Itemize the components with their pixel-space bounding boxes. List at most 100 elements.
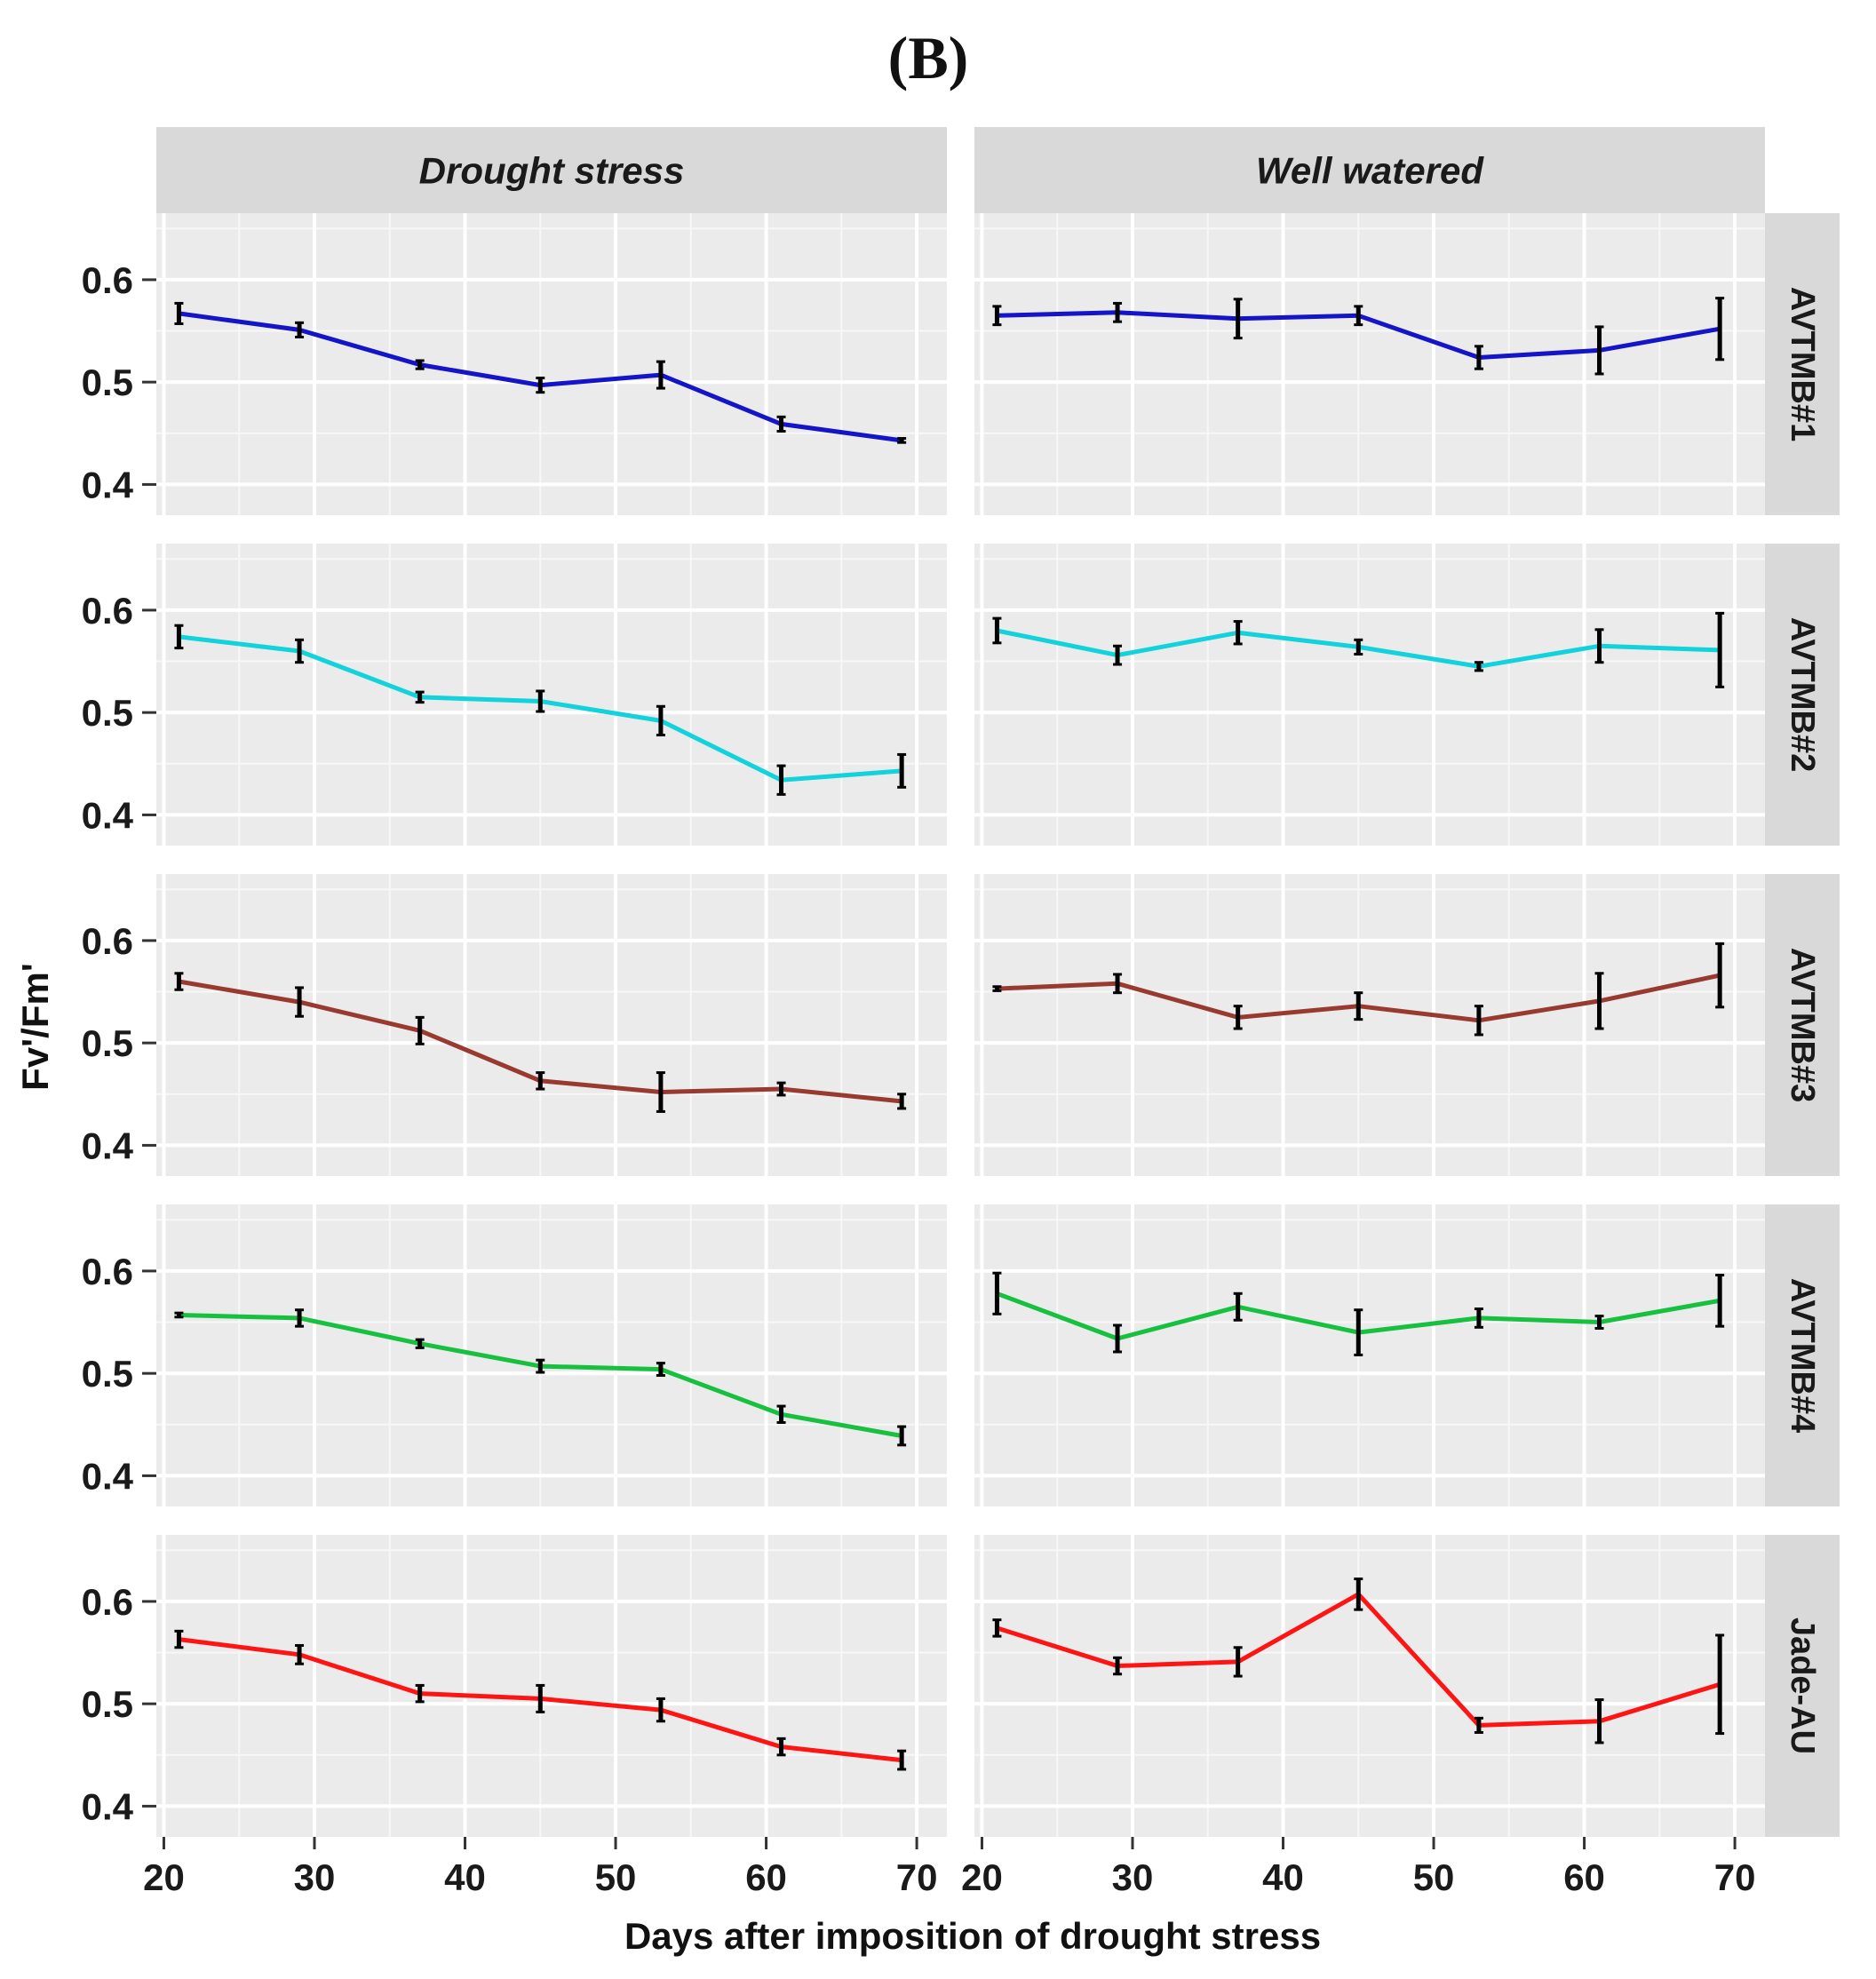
y-tick-label: 0.4: [82, 1125, 134, 1166]
y-tick-label: 0.6: [82, 1251, 133, 1292]
error-bar: [174, 301, 184, 325]
error-bar: [656, 360, 665, 390]
error-bar: [295, 321, 305, 338]
error-bar: [1233, 1292, 1243, 1322]
error-bar: [1354, 1578, 1363, 1611]
error-bar: [174, 972, 184, 991]
error-bar: [1715, 1274, 1725, 1328]
error-bar: [1233, 298, 1243, 340]
error-bar: [1113, 1656, 1123, 1676]
row-strip: [1765, 544, 1840, 846]
error-bar: [536, 1683, 545, 1713]
strip-well-watered: [974, 127, 1765, 213]
error-bar: [536, 377, 545, 394]
error-bar: [897, 1425, 907, 1447]
error-bar: [776, 764, 786, 796]
x-tick-label: 40: [1262, 1856, 1304, 1898]
error-bar: [415, 359, 425, 370]
row-strip-label: Jade-AU: [1784, 1617, 1821, 1754]
error-bar: [992, 985, 1002, 992]
row-strip: [1765, 874, 1840, 1176]
error-bar: [776, 415, 786, 433]
error-bar: [536, 1071, 545, 1091]
error-bar: [656, 1697, 665, 1723]
error-bar: [1594, 628, 1604, 664]
error-bar: [992, 1271, 1002, 1315]
error-bar: [415, 690, 425, 704]
error-bar: [1715, 297, 1725, 362]
y-tick-label: 0.6: [82, 590, 133, 632]
error-bar: [1715, 942, 1725, 1009]
error-bar: [1474, 1005, 1483, 1037]
panel: [156, 1204, 947, 1506]
panel-background: [974, 544, 1765, 846]
error-bar: [776, 1737, 786, 1757]
error-bar: [656, 704, 665, 737]
y-tick-label: 0.5: [82, 362, 133, 403]
column-strip-label: Well watered: [1256, 150, 1484, 192]
panel-background: [156, 1204, 947, 1506]
error-bar: [1233, 620, 1243, 646]
error-bar: [1594, 325, 1604, 376]
y-tick-label: 0.4: [82, 1785, 134, 1827]
error-bar: [897, 1749, 907, 1771]
error-bar: [536, 1358, 545, 1374]
error-bar: [295, 1643, 305, 1665]
panel-background: [156, 213, 947, 515]
error-bar: [1113, 644, 1123, 666]
column-strip-label: Drought stress: [419, 150, 685, 192]
error-bar: [1354, 1308, 1363, 1356]
error-bar: [415, 1338, 425, 1349]
error-bar: [897, 437, 907, 444]
panel: [156, 213, 947, 515]
error-bar: [1354, 638, 1363, 656]
error-bar: [295, 638, 305, 664]
panel-background: [974, 1535, 1765, 1837]
y-tick-label: 0.4: [82, 794, 134, 836]
error-bar: [1233, 1005, 1243, 1030]
x-tick-label: 70: [1714, 1856, 1756, 1898]
error-bar: [1594, 1698, 1604, 1745]
error-bar: [1354, 305, 1363, 327]
row-strip-label: AVTMB#1: [1784, 287, 1821, 442]
error-bar: [1474, 1307, 1483, 1329]
panel-background: [974, 213, 1765, 515]
y-tick-label: 0.6: [82, 259, 133, 301]
error-bar: [1715, 611, 1725, 688]
error-bar: [1233, 1646, 1243, 1678]
panel-background: [974, 874, 1765, 1176]
x-tick-label: 20: [143, 1856, 185, 1898]
x-tick-label: 30: [294, 1856, 336, 1898]
error-bar: [295, 1308, 305, 1328]
y-tick-label: 0.5: [82, 1683, 133, 1725]
y-tick-label: 0.4: [82, 1455, 134, 1497]
strip-drought-stress: [156, 127, 947, 213]
panel: [974, 1204, 1765, 1506]
row-strip: [1765, 1204, 1840, 1506]
panel: [156, 874, 947, 1176]
error-bar: [536, 689, 545, 713]
error-bar: [897, 752, 907, 789]
x-axis-label: Days after imposition of drought stress: [624, 1915, 1321, 1957]
panel-grid: Drought stress Well watered AVTMB#1 0.4 0.5 0…: [82, 127, 1840, 1898]
chart-title: (B): [888, 24, 969, 91]
x-tick-label: 30: [1112, 1856, 1154, 1898]
panel: [974, 874, 1765, 1176]
panel-background: [156, 544, 947, 846]
error-bar: [1354, 991, 1363, 1021]
y-tick-label: 0.6: [82, 920, 133, 962]
error-bar: [656, 1362, 665, 1377]
x-tick-label: 20: [961, 1856, 1003, 1898]
x-tick-label: 60: [745, 1856, 787, 1898]
error-bar: [415, 1683, 425, 1704]
row-strip-label: AVTMB#4: [1784, 1278, 1821, 1434]
error-bar: [174, 1629, 184, 1649]
y-tick-label: 0.4: [82, 464, 134, 505]
x-tick-label: 50: [1413, 1856, 1455, 1898]
row-strip-label: AVTMB#3: [1784, 948, 1821, 1103]
error-bar: [897, 1093, 907, 1110]
row-strip: [1765, 213, 1840, 515]
x-tick-label: 50: [595, 1856, 637, 1898]
error-bar: [1113, 301, 1123, 323]
panel-background: [156, 1535, 947, 1837]
